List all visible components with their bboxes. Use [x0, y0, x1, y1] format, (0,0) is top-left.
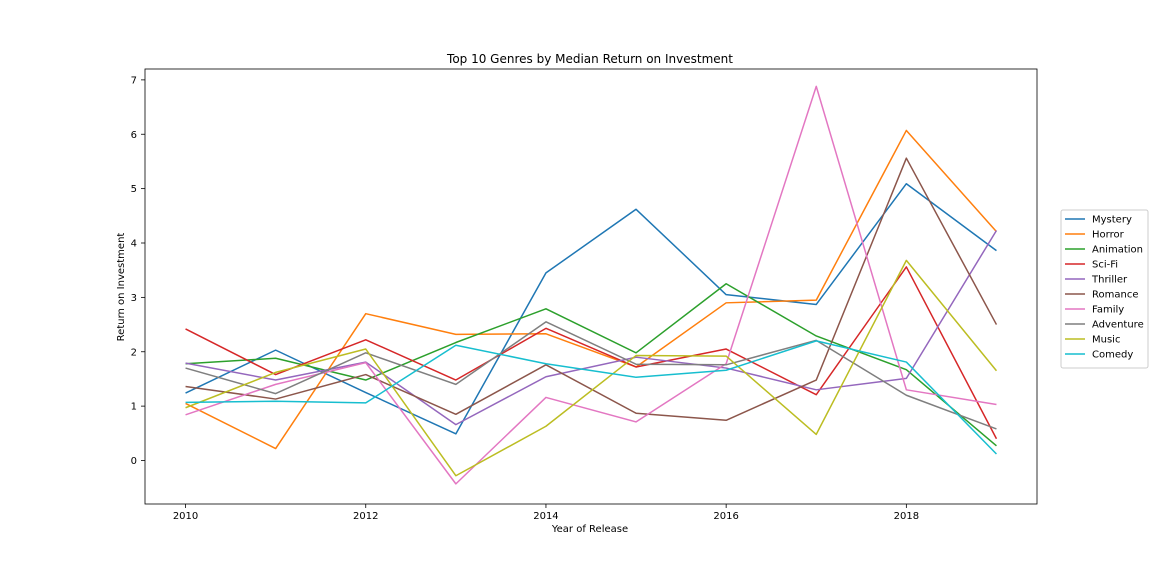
legend-label: Animation: [1092, 245, 1143, 256]
series-line-romance: [185, 157, 998, 422]
series-line-horror: [185, 129, 998, 450]
x-axis: 2010 2012 2014 2016 2018: [173, 504, 919, 522]
y-axis: 0 1 2 3 4 5 6 7: [131, 75, 145, 467]
series-line-music: [185, 259, 998, 477]
legend-label: Family: [1092, 305, 1124, 316]
y-tick-label: 0: [131, 456, 137, 467]
y-tick-label: 6: [131, 130, 137, 141]
legend-label: Mystery: [1092, 215, 1132, 226]
y-tick-label: 4: [131, 239, 137, 250]
legend-label: Horror: [1092, 230, 1125, 241]
legend-label: Romance: [1092, 290, 1138, 301]
x-tick-label: 2014: [533, 511, 558, 522]
series-line-adventure: [185, 321, 997, 430]
x-tick-label: 2018: [894, 511, 919, 522]
y-tick-label: 3: [131, 293, 137, 304]
legend: Mystery Horror Animation Sci-Fi Thriller Roma…: [1060, 209, 1149, 369]
x-tick-label: 2010: [173, 511, 198, 522]
x-axis-label: Year of Release: [551, 524, 628, 535]
plot-area: [185, 85, 998, 485]
legend-label: Adventure: [1092, 320, 1144, 331]
series-line-sci-fi: [185, 266, 998, 440]
y-tick-label: 5: [131, 184, 137, 195]
y-tick-label: 1: [131, 402, 137, 413]
legend-label: Sci-Fi: [1092, 260, 1118, 271]
y-axis-label: Return on Investment: [116, 233, 127, 342]
series-line-family: [185, 85, 997, 485]
y-tick-label: 7: [131, 75, 137, 86]
x-tick-label: 2016: [713, 511, 738, 522]
y-tick-label: 2: [131, 347, 137, 358]
series-line-mystery: [185, 182, 997, 435]
series-line-thriller: [185, 230, 998, 426]
legend-label: Music: [1092, 335, 1120, 346]
legend-label: Comedy: [1092, 350, 1133, 361]
legend-label: Thriller: [1091, 275, 1128, 286]
chart-title: Top 10 Genres by Median Return on Invest…: [446, 52, 733, 66]
series-line-comedy: [185, 340, 997, 455]
series-line-animation: [185, 283, 997, 447]
x-tick-label: 2012: [353, 511, 378, 522]
plot-frame: [144, 68, 1038, 505]
